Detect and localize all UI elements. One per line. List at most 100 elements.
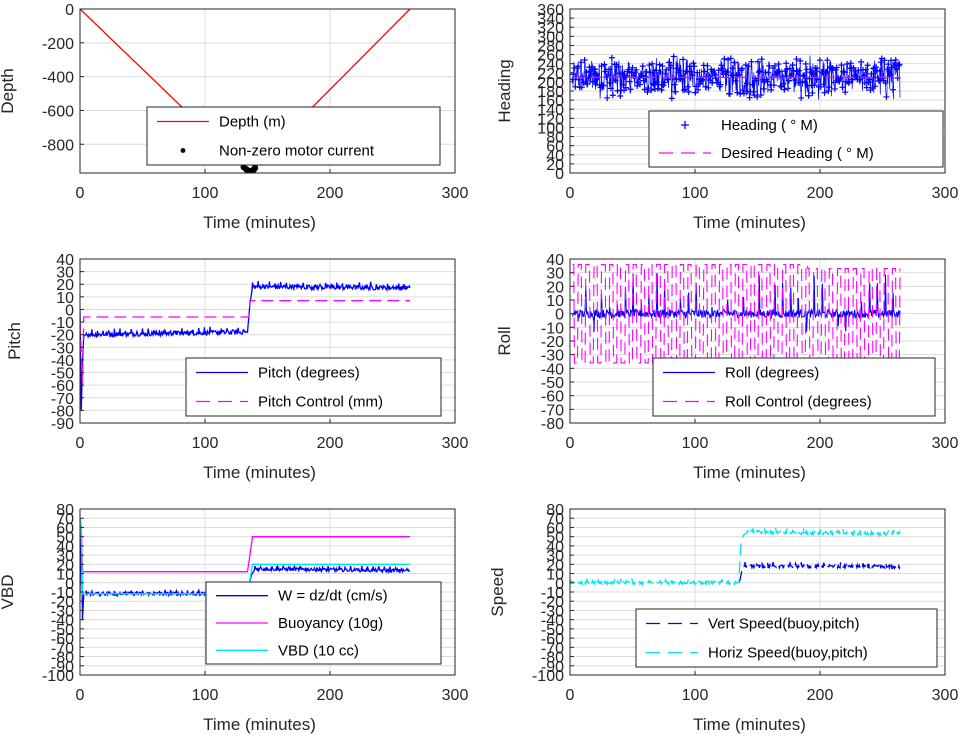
legend-marker <box>180 148 186 153</box>
y-tick-label: 10 <box>56 567 74 584</box>
x-axis-label: Time (minutes) <box>203 463 316 482</box>
motor-current-point <box>251 164 259 172</box>
y-axis-label: Pitch <box>5 322 24 360</box>
y-tick-label: -50 <box>51 366 74 383</box>
x-tick-label: 0 <box>566 185 575 202</box>
axes-box <box>79 258 456 424</box>
legend: Heading ( ° M) Desired Heading ( ° M) <box>648 110 944 168</box>
y-tick-label: 0 <box>555 307 564 324</box>
series-2-1-line <box>572 55 901 100</box>
chart-panel-6: 0 100 200 30080706050403020100-10-20-30-40-… <box>488 502 958 734</box>
x-tick-label: 200 <box>317 435 344 452</box>
y-tick-label: 70 <box>56 511 74 528</box>
legend-label: Pitch (degrees) <box>258 365 360 382</box>
x-axis-label: Time (minutes) <box>693 715 806 734</box>
legend: Pitch (degrees) Pitch Control (mm) <box>185 357 442 417</box>
y-tick-label: 10 <box>546 293 564 310</box>
x-tick-label: 0 <box>566 687 575 704</box>
x-tick-label: 300 <box>932 435 959 452</box>
x-tick-label: 0 <box>76 435 85 452</box>
y-tick-label: 300 <box>537 29 564 46</box>
y-tick-label: -80 <box>541 416 564 433</box>
x-tick-label: 200 <box>317 687 344 704</box>
y-tick-label: -90 <box>51 659 74 676</box>
y-tick-label: 0 <box>65 302 74 319</box>
y-axis-label: Roll <box>495 326 514 355</box>
x-tick-label: 200 <box>807 687 834 704</box>
series-6-2 <box>570 527 901 587</box>
y-tick-label: 80 <box>546 502 564 519</box>
legend-label: Desired Heading ( ° M) <box>721 145 874 162</box>
y-tick-label: -10 <box>541 320 564 337</box>
y-tick-label: 20 <box>56 557 74 574</box>
legend-label: Depth (m) <box>219 114 286 131</box>
y-tick-label: 0 <box>65 576 74 593</box>
y-tick-label: -70 <box>541 640 564 657</box>
x-tick-label: 100 <box>192 185 219 202</box>
y-tick-label: -20 <box>51 594 74 611</box>
y-tick-label: -50 <box>51 622 74 639</box>
legend-box <box>185 357 442 417</box>
y-tick-label: 30 <box>56 548 74 565</box>
y-tick-label: 60 <box>546 139 564 156</box>
y-tick-label: 80 <box>546 130 564 147</box>
y-tick-label: -50 <box>541 622 564 639</box>
y-tick-label: -40 <box>51 353 74 370</box>
y-tick-label: -50 <box>541 375 564 392</box>
y-tick-label: 240 <box>537 57 564 74</box>
y-tick-label: 220 <box>537 66 564 83</box>
y-axis-label: VBD <box>0 575 17 610</box>
y-tick-label: -80 <box>541 650 564 667</box>
y-tick-label: 40 <box>56 252 74 269</box>
legend-label: Horiz Speed(buoy,pitch) <box>708 645 868 662</box>
x-tick-label: 0 <box>566 435 575 452</box>
y-tick-label: -800 <box>42 137 74 154</box>
legend-label: W = dz/dt (cm/s) <box>278 588 388 605</box>
x-tick-label: 100 <box>682 687 709 704</box>
y-tick-label: -20 <box>51 328 74 345</box>
y-tick-label: 80 <box>56 502 74 519</box>
x-tick-label: 200 <box>807 185 834 202</box>
y-tick-label: 70 <box>546 511 564 528</box>
y-tick-label: -10 <box>541 585 564 602</box>
y-tick-label: 40 <box>546 148 564 165</box>
y-tick-label: -40 <box>541 361 564 378</box>
y-tick-label: 100 <box>537 120 564 137</box>
y-tick-label: -60 <box>51 631 74 648</box>
y-tick-label: -70 <box>51 391 74 408</box>
y-tick-label: -30 <box>51 340 74 357</box>
y-tick-label: -600 <box>42 103 74 120</box>
legend: Roll (degrees) Roll Control (degrees) <box>652 357 936 417</box>
y-tick-label: -30 <box>51 603 74 620</box>
y-tick-label: -80 <box>51 650 74 667</box>
y-tick-label: -60 <box>541 631 564 648</box>
y-axis-label: Depth <box>0 68 17 113</box>
axes-box <box>79 8 456 174</box>
y-tick-label: 0 <box>555 576 564 593</box>
y-tick-label: -10 <box>51 585 74 602</box>
x-tick-label: 0 <box>76 687 85 704</box>
y-tick-label: 60 <box>56 520 74 537</box>
x-axis-label: Time (minutes) <box>693 463 806 482</box>
chart-panel-3: 0 100 200 300403020100-10-20-30-40-50-60-70… <box>5 252 468 482</box>
y-tick-label: 20 <box>56 277 74 294</box>
legend: Vert Speed(buoy,pitch) Horiz Speed(buoy,p… <box>635 608 938 668</box>
y-tick-label: -40 <box>541 613 564 630</box>
y-tick-label: -10 <box>51 315 74 332</box>
legend-label: Buoyancy (10g) <box>278 615 383 632</box>
legend-marker <box>681 121 689 129</box>
y-tick-label: -90 <box>51 416 74 433</box>
y-tick-label: 60 <box>546 520 564 537</box>
series-3-1 <box>80 281 411 411</box>
y-tick-label: -80 <box>51 403 74 420</box>
y-tick-label: 50 <box>546 530 564 547</box>
y-tick-label: 340 <box>537 11 564 28</box>
y-tick-label: 20 <box>546 279 564 296</box>
y-tick-label: 280 <box>537 38 564 55</box>
series-6-1 <box>738 560 901 584</box>
y-axis-label: Heading <box>495 59 514 122</box>
y-tick-label: 0 <box>65 2 74 19</box>
y-tick-label: 50 <box>56 530 74 547</box>
x-tick-label: 300 <box>932 185 959 202</box>
